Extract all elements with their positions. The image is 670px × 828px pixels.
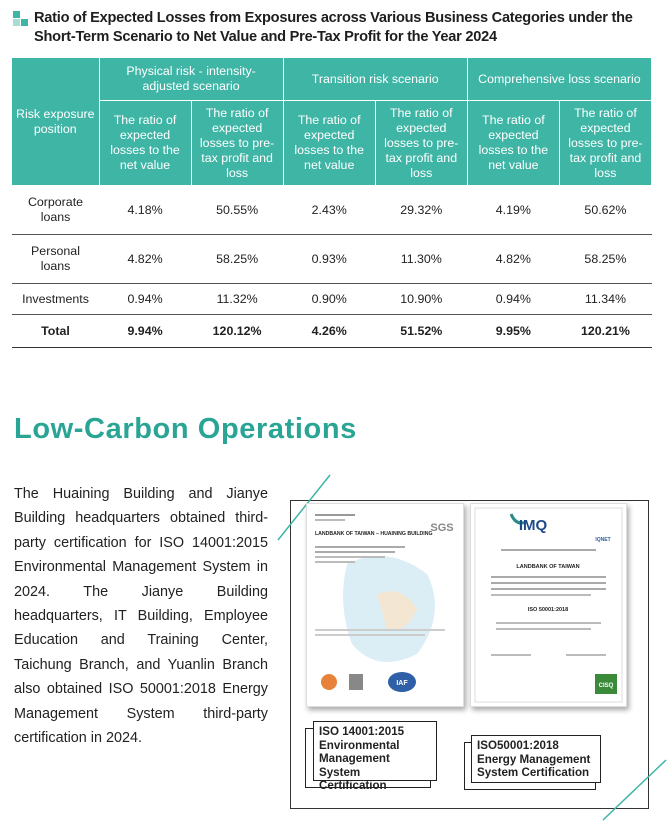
group-header: Physical risk - intensity-adjusted scena… xyxy=(98,57,284,101)
cell: 50.62% xyxy=(559,185,652,235)
frame xyxy=(290,500,649,809)
row-label: Investments xyxy=(12,283,99,315)
group-header: Transition risk scenario xyxy=(282,57,468,101)
header-row: The ratio of expected losses to the net … xyxy=(12,100,653,186)
risk-table: Risk exposure position Physical risk - in… xyxy=(12,57,653,348)
cell: 10.90% xyxy=(375,283,468,315)
cell: 58.25% xyxy=(559,234,652,284)
header-row: Risk exposure position Physical risk - in… xyxy=(12,57,653,186)
cert-mark: IAF xyxy=(396,680,408,687)
cert-mark: CISQ xyxy=(599,683,614,689)
cert-logo: SGS xyxy=(430,522,453,534)
certificate-art: SGS LANDBANK OF TAIWAN – HUAINING BUILDI… xyxy=(315,514,454,692)
group-header: Comprehensive loss scenario xyxy=(466,57,653,101)
cell: 4.82% xyxy=(99,234,192,284)
table-row: Corporate loans 4.18% 50.55% 2.43% 29.32% 4.1… xyxy=(12,185,652,235)
table-row: Personal loans 4.82% 58.25% 0.93% 11.30% 4.82… xyxy=(12,234,652,284)
cert-holder: LANDBANK OF TAIWAN – HUAINING BUILDING xyxy=(315,531,432,537)
cert-holder: LANDBANK OF TAIWAN xyxy=(516,564,579,570)
title-icon xyxy=(13,11,28,26)
cell: 11.30% xyxy=(375,234,468,284)
table-title: Ratio of Expected Losses from Exposures … xyxy=(34,10,633,45)
cell: 29.32% xyxy=(375,185,468,235)
cell: 0.93% xyxy=(283,234,376,284)
cell: 9.94% xyxy=(99,314,192,348)
cell: 0.94% xyxy=(99,283,192,315)
certificate-art: IMQ IQNET LANDBANK OF TAIWAN ISO 50001:2… xyxy=(474,507,623,703)
cell: 9.95% xyxy=(467,314,560,348)
cell: 4.19% xyxy=(467,185,560,235)
cert-logo: IMQ xyxy=(519,517,548,534)
cell: 0.90% xyxy=(283,283,376,315)
cell: 4.18% xyxy=(99,185,192,235)
cell: 11.34% xyxy=(559,283,652,315)
decor-lines xyxy=(277,474,667,821)
table-row: Total 9.94% 120.12% 4.26% 51.52% 9.95% 120.21% xyxy=(12,314,652,348)
sub-header: The ratio of expected losses to pre-tax … xyxy=(374,100,468,186)
caption-2: ISO50001:2018 Energy Management System C… xyxy=(471,735,601,783)
cell: 58.25% xyxy=(191,234,284,284)
cell: 4.82% xyxy=(467,234,560,284)
cell: 2.43% xyxy=(283,185,376,235)
cell: 120.12% xyxy=(191,314,284,348)
caption-1: ISO 14001:2015 Environmental Management … xyxy=(313,721,437,792)
sub-header: The ratio of expected losses to pre-tax … xyxy=(558,100,653,186)
cell: 50.55% xyxy=(191,185,284,235)
row-label: Total xyxy=(12,314,99,348)
table-row: Investments 0.94% 11.32% 0.90% 10.90% 0.94% 11… xyxy=(12,283,652,315)
corner-header: Risk exposure position xyxy=(12,57,100,186)
cell: 11.32% xyxy=(191,283,284,315)
section-body: The Huaining Building and Jianye Buildin… xyxy=(14,486,268,747)
cell: 120.21% xyxy=(559,314,652,348)
cell: 51.52% xyxy=(375,314,468,348)
certificate-2: IMQ IQNET LANDBANK OF TAIWAN ISO 50001:2… xyxy=(470,503,627,707)
cert-mark: IQNET xyxy=(595,537,610,543)
cell: 4.26% xyxy=(283,314,376,348)
sub-header: The ratio of expected losses to the net … xyxy=(282,100,376,186)
row-label: Personal loans xyxy=(12,234,99,284)
cert-standard: ISO 50001:2018 xyxy=(528,607,568,613)
row-label: Corporate loans xyxy=(12,185,99,235)
cell: 0.94% xyxy=(467,283,560,315)
sub-header: The ratio of expected losses to the net … xyxy=(466,100,560,186)
sub-header: The ratio of expected losses to the net … xyxy=(98,100,192,186)
section-heading: Low-Carbon Operations xyxy=(14,413,357,445)
sub-header: The ratio of expected losses to pre-tax … xyxy=(190,100,284,186)
certificate-1: SGS LANDBANK OF TAIWAN – HUAINING BUILDI… xyxy=(306,503,464,707)
